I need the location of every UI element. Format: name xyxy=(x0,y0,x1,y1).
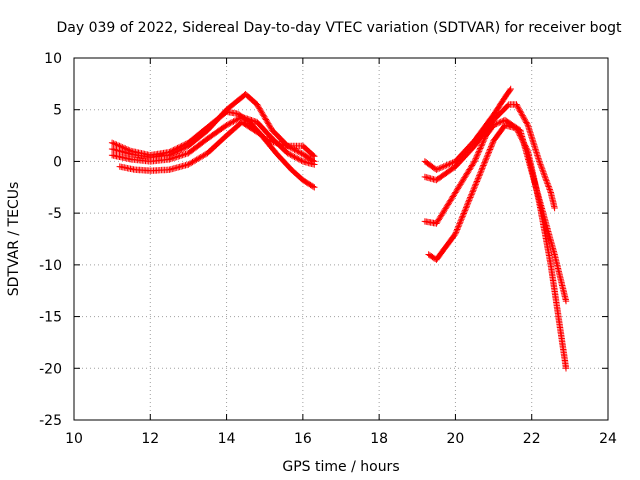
chart-title: Day 039 of 2022, Sidereal Day-to-day VTE… xyxy=(56,20,622,36)
y-tick-label: 10 xyxy=(44,51,62,67)
axis-ticks: 10 12 14 16 18 20 22 24 -25 -20 -15 -10 -5 0 5 10 xyxy=(39,51,617,447)
series-track-b xyxy=(108,91,318,165)
x-tick-label: 12 xyxy=(141,431,159,447)
x-tick-label: 18 xyxy=(370,431,388,447)
x-axis-label: GPS time / hours xyxy=(282,459,399,475)
y-tick-label: -5 xyxy=(48,206,62,222)
data-point-markers xyxy=(421,85,514,173)
x-tick-label: 10 xyxy=(65,431,83,447)
x-tick-label: 16 xyxy=(294,431,312,447)
data-point-markers xyxy=(108,91,318,165)
data-point-markers xyxy=(116,118,318,191)
y-tick-label: 5 xyxy=(53,103,62,119)
series-track-d xyxy=(116,118,318,191)
y-tick-label: -15 xyxy=(39,310,62,326)
data-point-markers xyxy=(108,113,318,168)
y-tick-label: -10 xyxy=(39,258,62,274)
data-point-markers xyxy=(425,122,570,372)
series-track-h xyxy=(425,122,570,372)
data-points xyxy=(108,85,570,372)
x-tick-label: 20 xyxy=(447,431,465,447)
plot-frame xyxy=(73,57,609,421)
x-tick-label: 14 xyxy=(218,431,236,447)
y-axis-label: SDTVAR / TECUs xyxy=(6,182,22,297)
y-tick-label: -20 xyxy=(39,361,62,377)
series-track-e xyxy=(421,85,514,173)
x-tick-label: 22 xyxy=(523,431,541,447)
x-tick-label: 24 xyxy=(599,431,617,447)
series-track-c xyxy=(108,113,318,168)
series-track-f xyxy=(421,101,558,212)
y-tick-label: 0 xyxy=(53,154,62,170)
data-point-markers xyxy=(421,101,558,212)
y-tick-label: -25 xyxy=(39,413,62,429)
